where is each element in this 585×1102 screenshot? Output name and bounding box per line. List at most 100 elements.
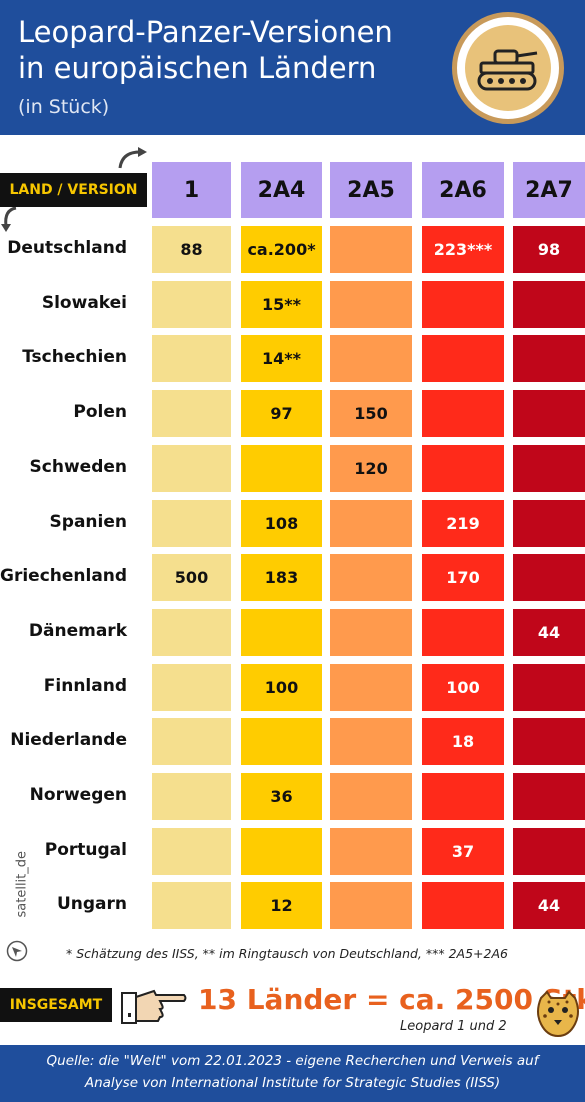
footnote: * Schätzung des IISS, ** im Ringtausch v… (66, 946, 508, 961)
page-title: Leopard-Panzer-Versionen in europäischen… (18, 14, 438, 86)
leopard-head-icon (537, 990, 579, 1038)
version-header: 2A4 (241, 162, 322, 218)
tank-badge (452, 12, 564, 124)
table-cell: 98 (513, 226, 585, 273)
table-cell (513, 827, 585, 875)
table-cell: 219 (422, 499, 504, 547)
country-label: Tschechien (22, 347, 127, 368)
table-cell (422, 773, 504, 820)
tank-icon (465, 25, 551, 111)
table-cell (513, 335, 585, 383)
table-cell (513, 773, 585, 820)
country-label: Finnland (43, 675, 127, 696)
curved-arrow-icon (1, 206, 17, 232)
table-cell (513, 554, 585, 602)
header: Leopard-Panzer-Versionen in europäischen… (0, 0, 585, 135)
country-label: Niederlande (10, 730, 127, 751)
table-cell (152, 444, 231, 492)
table-cell (513, 663, 585, 711)
footer-source: Quelle: die "Welt" vom 22.01.2023 - eige… (0, 1045, 585, 1102)
table-cell (330, 773, 412, 820)
table-cell: 88 (152, 226, 231, 273)
table-cell (513, 444, 585, 492)
table-cell (422, 390, 504, 438)
total-label: INSGESAMT (0, 988, 112, 1022)
title-line-1: Leopard-Panzer-Versionen (18, 15, 393, 49)
table-cell: 500 (152, 554, 231, 602)
table-cell: 37 (422, 827, 504, 875)
table-cell (422, 608, 504, 656)
country-label: Norwegen (29, 785, 127, 805)
watermark: satellit_de (14, 850, 30, 918)
footer-line-2: Analyse von International Institute for … (84, 1075, 501, 1091)
table-cell: 100 (422, 663, 504, 711)
table-cell (152, 827, 231, 875)
table-cell (513, 280, 585, 328)
curved-arrow-icon (118, 147, 147, 169)
subtitle: (in Stück) (18, 96, 110, 118)
country-label: Deutschland (7, 238, 127, 258)
table-cell (152, 773, 231, 820)
table-cell: ca.200* (241, 226, 322, 273)
table-cell (513, 499, 585, 547)
pointing-hand-icon (121, 989, 187, 1024)
table-cell (152, 663, 231, 711)
table-cell (330, 226, 412, 273)
title-line-2: in europäischen Ländern (18, 51, 377, 85)
table-cell (330, 827, 412, 875)
table-cell: 14** (241, 335, 322, 383)
table-cell: 120 (330, 444, 412, 492)
table-cell (152, 335, 231, 383)
country-label: Polen (73, 402, 127, 423)
navigation-arrow-icon (6, 940, 28, 962)
table-cell (330, 280, 412, 328)
table-cell (422, 280, 504, 328)
table-cell (330, 718, 412, 766)
table-cell (513, 390, 585, 438)
table-cell: 150 (330, 390, 412, 438)
country-label: Slowakei (41, 292, 127, 313)
table-cell (330, 335, 412, 383)
table-cell (241, 827, 322, 875)
table-cell: 36 (241, 773, 322, 820)
corner-label: LAND / VERSION (0, 173, 147, 207)
country-label: Ungarn (56, 894, 127, 915)
table-cell (330, 608, 412, 656)
table-cell: 15** (241, 280, 322, 328)
table-cell: 44 (513, 608, 585, 656)
table-cell (152, 280, 231, 328)
country-label: Griechenland (0, 566, 128, 587)
version-header: 1 (152, 162, 231, 218)
table-cell (152, 499, 231, 547)
table-cell (241, 608, 322, 656)
table-cell: 183 (241, 554, 322, 602)
table-cell (422, 444, 504, 492)
table-cell (422, 335, 504, 383)
table-cell: 18 (422, 718, 504, 766)
country-label: Spanien (49, 511, 127, 532)
table-cell (241, 718, 322, 766)
table-cell: 44 (513, 882, 585, 930)
version-header: 2A5 (330, 162, 412, 218)
table-cell (330, 554, 412, 602)
table-cell (422, 882, 504, 930)
table-cell (152, 718, 231, 766)
table-cell: 97 (241, 390, 322, 438)
total-subtext: Leopard 1 und 2 (400, 1019, 507, 1034)
table-cell: 108 (241, 499, 322, 547)
footer-line-1: Quelle: die "Welt" vom 22.01.2023 - eige… (46, 1053, 539, 1069)
table-cell: 170 (422, 554, 504, 602)
table-cell (241, 444, 322, 492)
table-cell (152, 390, 231, 438)
table-cell (330, 882, 412, 930)
table-cell: 223*** (422, 226, 504, 273)
table-cell (513, 718, 585, 766)
version-header: 2A7 (513, 162, 585, 218)
table-cell (330, 499, 412, 547)
table-cell (152, 608, 231, 656)
country-label: Portugal (44, 839, 127, 860)
table-cell: 12 (241, 882, 322, 930)
table-cell: 100 (241, 663, 322, 711)
country-label: Dänemark (28, 620, 127, 641)
total-text: 13 Länder = ca. 2500 Stk. (198, 983, 585, 1016)
